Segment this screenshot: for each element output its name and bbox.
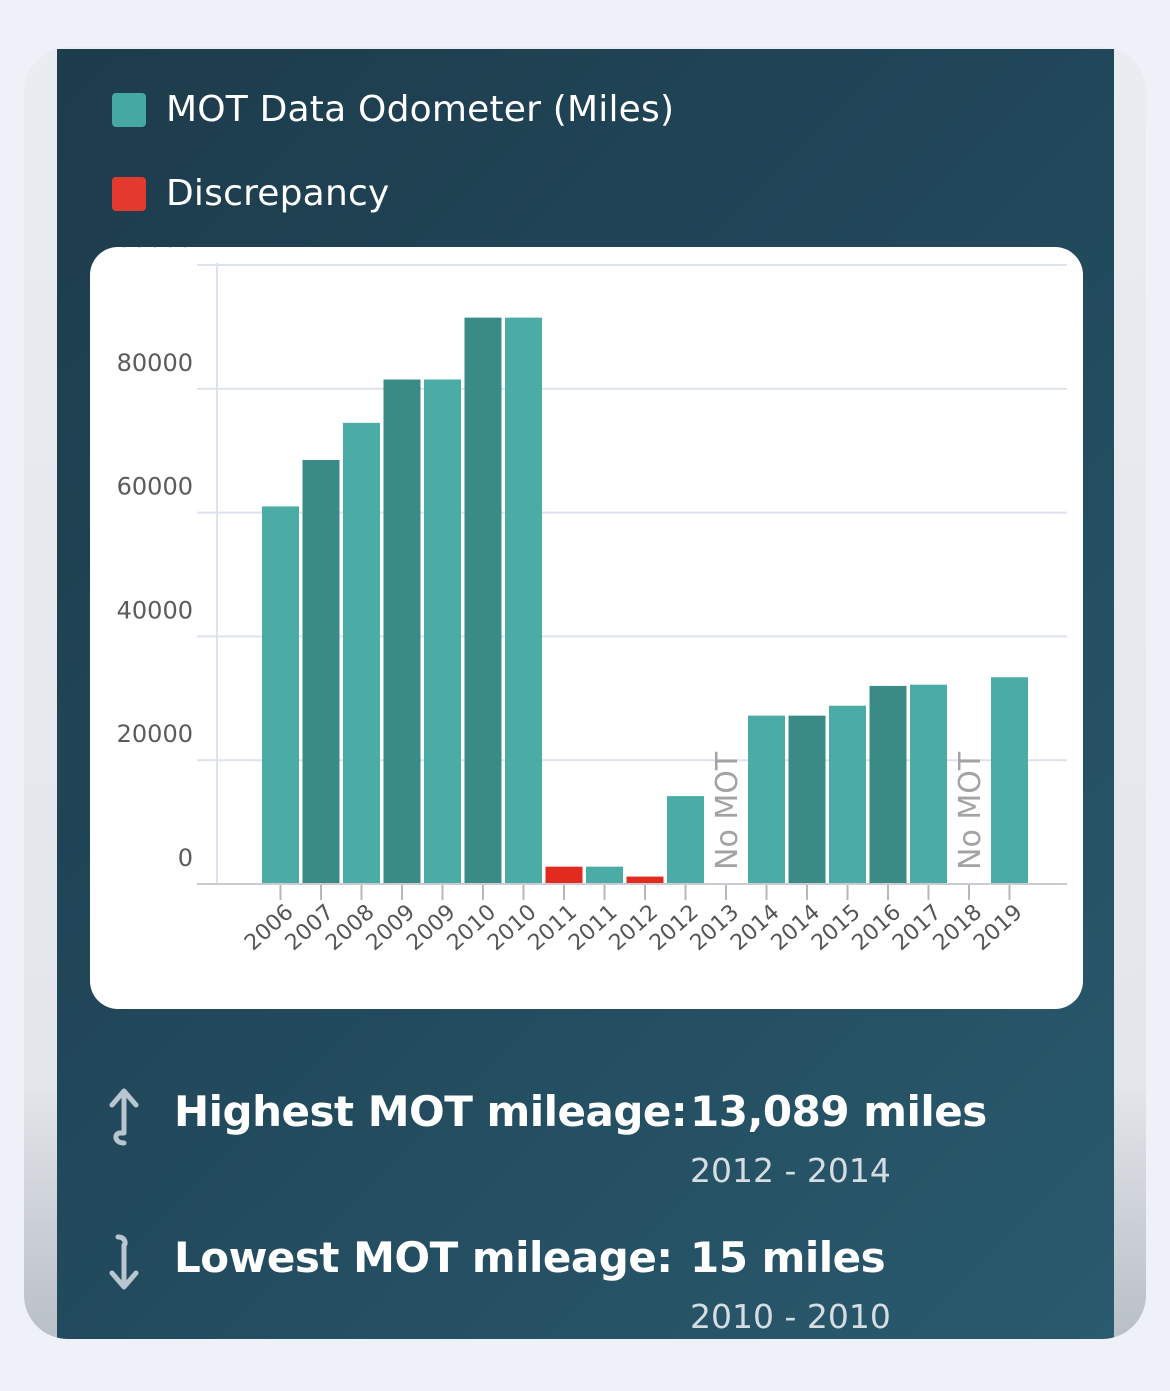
chart-card: 0200004000060000800001000002006200720082…: [90, 247, 1083, 1009]
bar-2012: [626, 876, 664, 884]
bar-2009: [424, 379, 461, 884]
bar-2016: [869, 685, 907, 884]
y-tick-label: 80000: [117, 349, 193, 377]
bar-2010: [505, 317, 542, 884]
outer-frame: MOT Data Odometer (Miles) Discrepancy 0 2…: [24, 47, 1146, 1339]
bar-2017: [910, 684, 947, 884]
bar-2007: [302, 459, 340, 884]
highest-mileage-value: 13,089 miles: [690, 1087, 987, 1136]
bar-2011: [586, 866, 623, 884]
y-tick-label: 0: [178, 844, 193, 872]
bar-2006: [262, 506, 299, 884]
highest-mileage-label: Highest MOT mileage:: [174, 1087, 688, 1136]
highest-mileage-range: 2012 - 2014: [690, 1151, 891, 1190]
highest-mileage-row: Highest MOT mileage: 13,089 miles 2012 -…: [102, 1081, 1082, 1190]
lowest-mileage-range: 2010 - 2010: [690, 1297, 891, 1336]
mileage-bar-chart: 0200004000060000800001000002006200720082…: [101, 247, 1067, 956]
y-tick-label: 60000: [117, 473, 193, 501]
y-tick-label: 40000: [117, 596, 193, 624]
no-mot-label: No MOT: [953, 751, 988, 870]
bar-2019: [991, 677, 1028, 884]
bar-2015: [829, 705, 866, 884]
bar-2014: [788, 715, 826, 884]
legend-swatch-odometer: [112, 92, 146, 127]
legend-label-odometer: MOT Data Odometer (Miles): [166, 89, 675, 130]
legend-item-discrepancy: Discrepancy: [112, 173, 389, 214]
bar-2014: [748, 715, 785, 884]
lowest-mileage-row: Lowest MOT mileage: 15 miles 2010 - 2010: [102, 1227, 1082, 1336]
lowest-mileage-value: 15 miles: [690, 1233, 886, 1282]
bar-2011: [545, 866, 583, 884]
lowest-mileage-label: Lowest MOT mileage:: [174, 1233, 673, 1282]
bar-2008: [343, 422, 380, 884]
no-mot-label: No MOT: [710, 751, 745, 870]
y-tick-label: 20000: [117, 720, 193, 748]
arrow-down-icon: [109, 1234, 139, 1290]
legend-label-discrepancy: Discrepancy: [166, 173, 390, 214]
y-tick-label: 100000: [101, 247, 193, 253]
bar-2010: [464, 317, 502, 884]
arrow-up-icon: [109, 1088, 139, 1146]
mot-chart-panel: MOT Data Odometer (Miles) Discrepancy 0 2…: [57, 49, 1114, 1339]
bar-2009: [383, 379, 421, 884]
legend-swatch-discrepancy: [112, 176, 146, 211]
legend-item-odometer: MOT Data Odometer (Miles): [112, 89, 674, 130]
bar-2012: [667, 796, 704, 884]
x-tick-label: 2019: [969, 900, 1027, 956]
